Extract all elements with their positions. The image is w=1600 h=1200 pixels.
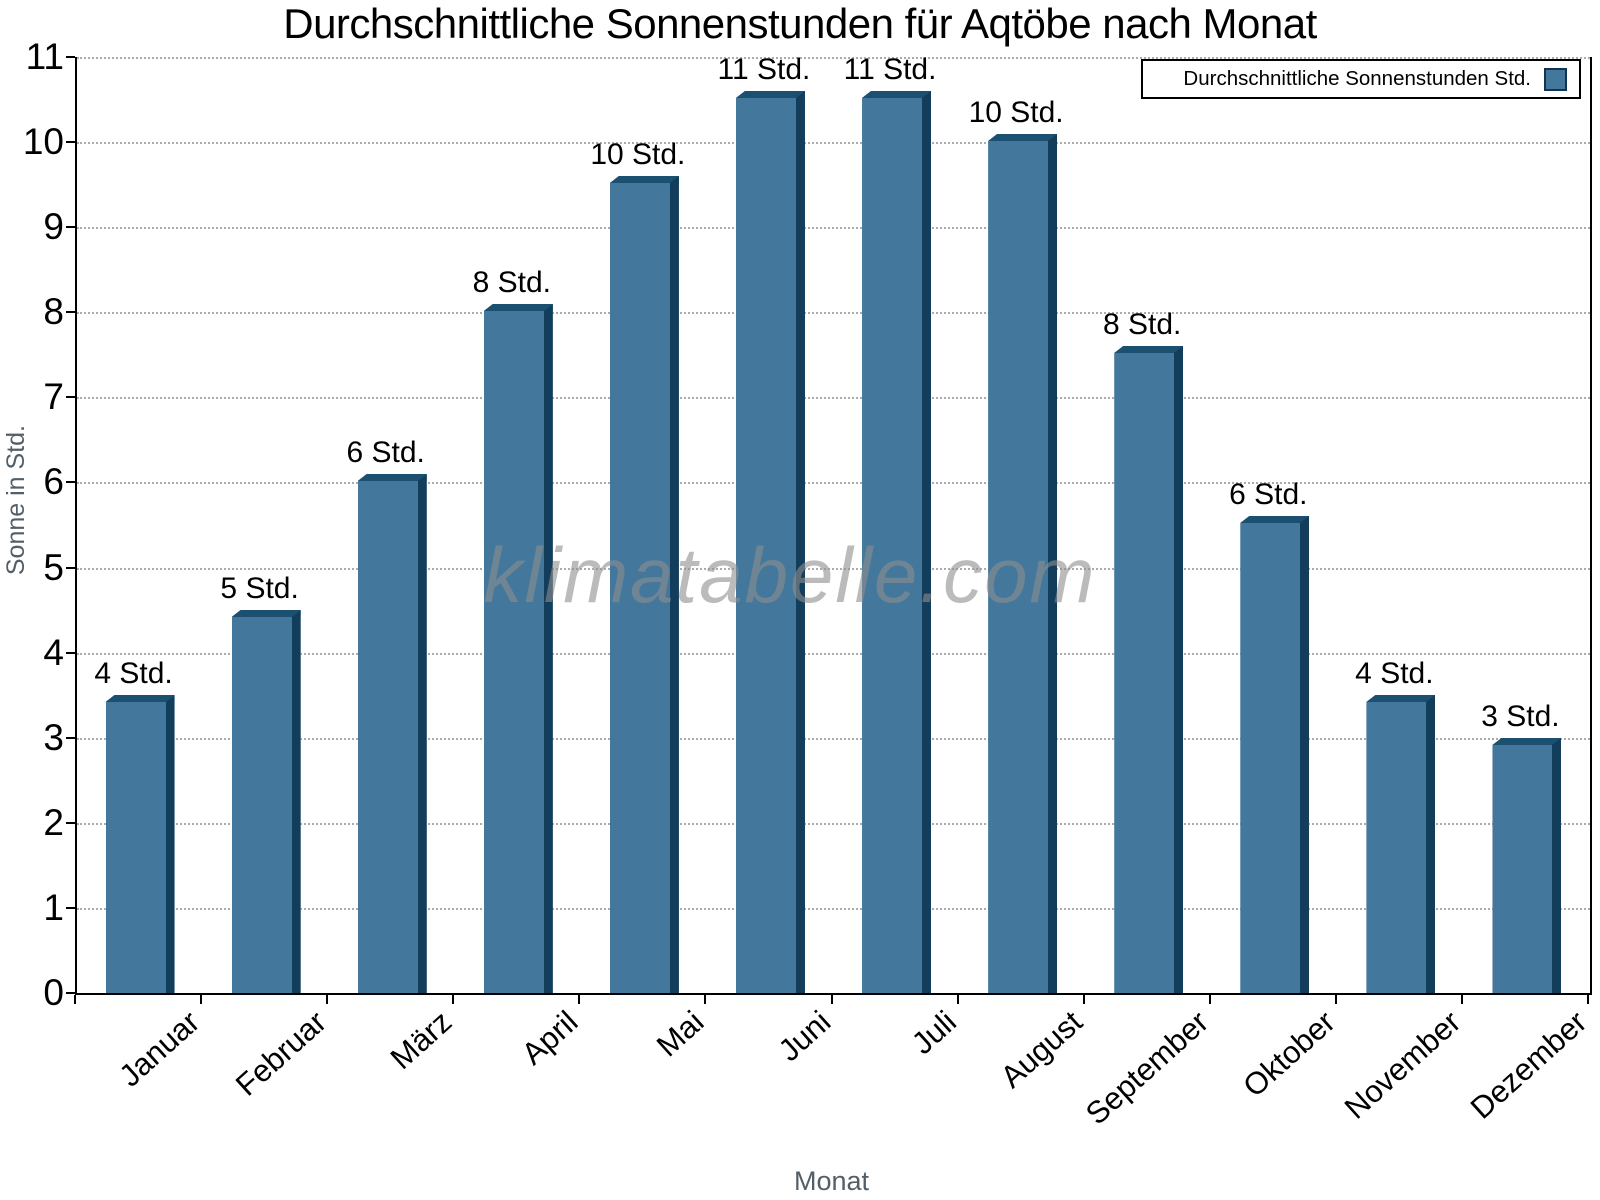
y-tick-6 [66,481,75,484]
x-tick-10 [1334,995,1337,1004]
bar-value-label-juni: 11 Std. [717,53,811,86]
bar-august [988,134,1058,993]
bar-oktober [1240,516,1310,993]
bar-value-label-februar: 5 Std. [220,572,299,605]
bar-september [1114,346,1184,993]
y-tick-label-11: 11 [25,36,64,77]
gridline-y9 [77,227,1590,230]
bar-juni [735,91,805,993]
x-tick-label-juli: Juli [904,1004,963,1062]
y-tick-5 [66,566,75,569]
y-tick-label-3: 3 [43,716,64,758]
gridline-y5 [77,567,1590,570]
gridline-y3 [77,737,1590,740]
x-tick-label-juni: Juni [771,1004,837,1069]
x-tick-8 [1082,995,1085,1004]
x-tick-5 [704,995,707,1004]
legend-swatch [1544,67,1567,91]
x-tick-label-januar: Januar [112,1004,207,1094]
bar-value-label-marz: 6 Std. [346,436,425,469]
x-tick-3 [452,995,455,1004]
y-tick-11 [66,56,75,58]
chart-title: Durchschnittliche Sonnenstunden für Aqtö… [283,0,1317,47]
bar-value-label-mai: 10 Std. [590,138,686,171]
x-tick-label-oktober: Oktober [1235,1004,1342,1104]
bar-value-label-april: 8 Std. [472,266,551,299]
y-tick-label-2: 2 [43,801,64,843]
y-tick-2 [66,821,75,824]
x-tick-1 [200,995,203,1004]
bar-november [1366,695,1436,993]
y-tick-label-7: 7 [43,376,64,418]
bar-value-label-dezember: 3 Std. [1481,700,1560,733]
x-tick-label-november: November [1337,1004,1468,1126]
y-tick-1 [66,906,75,909]
bar-mai [609,176,679,993]
x-tick-label-mai: Mai [650,1004,711,1064]
bar-value-label-november: 4 Std. [1355,657,1434,690]
y-tick-8 [66,311,75,314]
gridline-y11 [77,57,1590,59]
y-tick-3 [66,736,75,739]
x-tick-label-september: September [1079,1004,1216,1132]
bar-value-label-september: 8 Std. [1103,308,1182,341]
x-tick-6 [830,995,833,1004]
y-tick-label-10: 10 [22,121,64,163]
x-tick-4 [578,995,581,1004]
x-tick-11 [1460,995,1463,1004]
bar-juli [862,91,932,993]
y-tick-7 [66,396,75,399]
y-tick-10 [66,141,75,144]
y-tick-label-5: 5 [43,546,64,588]
legend-label: Durchschnittliche Sonnenstunden Std. [1183,67,1531,90]
bar-februar [231,610,301,993]
x-tick-label-august: August [993,1004,1090,1095]
gridline-y10 [77,142,1590,145]
y-tick-label-4: 4 [43,631,64,673]
x-tick-9 [1208,995,1211,1004]
legend: Durchschnittliche Sonnenstunden Std. [1141,59,1581,99]
gridline-y8 [77,312,1590,315]
y-tick-0 [66,992,75,994]
watermark: klimatabelle.com [483,531,1097,619]
x-tick-7 [956,995,959,1004]
x-tick-2 [326,995,329,1004]
bar-value-label-august: 10 Std. [968,96,1064,129]
y-tick-label-6: 6 [43,461,64,503]
x-axis-title: Monat [793,1166,870,1196]
bar-dezember [1492,738,1562,993]
gridline-y7 [77,397,1590,400]
bar-value-label-januar: 4 Std. [94,657,173,690]
y-tick-label-0: 0 [43,972,64,1013]
x-tick-12 [1587,995,1589,1004]
x-tick-label-februar: Februar [228,1004,333,1103]
y-tick-9 [66,226,75,229]
bar-april [483,304,553,993]
bar-value-label-oktober: 6 Std. [1229,478,1308,511]
gridline-y6 [77,482,1590,485]
plot-area [75,57,1592,995]
x-tick-label-marz: März [384,1004,459,1077]
bar-januar [105,695,175,993]
gridline-y2 [77,822,1590,825]
x-tick-label-april: April [515,1004,585,1072]
gridline-y1 [77,907,1590,910]
y-tick-label-9: 9 [43,206,64,248]
bar-value-label-juli: 11 Std. [843,53,937,86]
bar-marz [357,474,427,993]
x-tick-0 [74,995,76,1004]
gridline-y4 [77,652,1590,655]
y-tick-label-1: 1 [43,886,64,928]
y-tick-4 [66,651,75,654]
x-tick-label-dezember: Dezember [1463,1004,1594,1126]
y-tick-label-8: 8 [43,291,64,333]
